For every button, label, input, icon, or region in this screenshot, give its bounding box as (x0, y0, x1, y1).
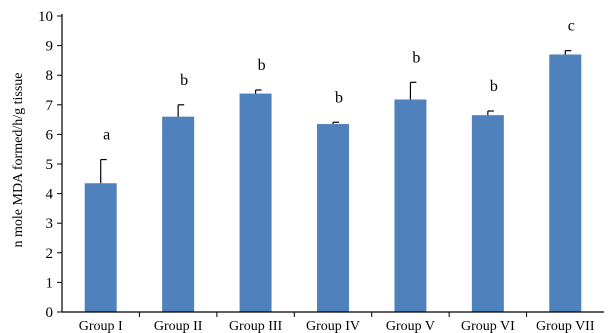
error-bar-3 (254, 89, 262, 94)
x-tick-labels-layer: Group I Group II Group III Group IV Group V G… (79, 319, 595, 333)
error-bars-layer (100, 50, 572, 184)
y-tick-label-0: 0 (46, 305, 54, 321)
error-bar-7 (564, 50, 572, 55)
error-bar-4 (332, 121, 339, 125)
y-tick-label-1: 1 (46, 275, 54, 291)
bar-5 (394, 99, 427, 312)
x-tick-label-2: Group II (154, 319, 203, 333)
bar-1 (84, 183, 117, 312)
x-tick-label-4: Group IV (306, 319, 360, 333)
x-tick-label-7: Group VII (536, 319, 595, 333)
error-bar-1 (100, 158, 107, 184)
bar-4 (317, 124, 349, 312)
y-tick-label-10: 10 (38, 9, 53, 25)
error-bar-6 (487, 110, 494, 116)
significance-labels-layer: a b b b b b c (103, 18, 575, 144)
bars-layer (84, 54, 582, 312)
significance-label-1: a (103, 127, 110, 144)
y-tick-label-2: 2 (46, 246, 54, 262)
error-bar-5 (409, 81, 417, 100)
significance-label-3: b (258, 57, 266, 74)
axes-layer (57, 14, 604, 317)
y-tick-label-3: 3 (46, 216, 54, 232)
x-tick-label-5: Group V (386, 319, 435, 333)
y-tick-label-8: 8 (46, 68, 54, 84)
x-tick-label-3: Group III (229, 319, 283, 333)
x-tick-label-6: Group VI (461, 319, 515, 333)
y-tick-labels-layer: 0 1 2 3 4 5 6 7 8 9 10 (38, 9, 54, 321)
bar-6 (471, 115, 504, 312)
significance-label-6: b (490, 78, 498, 95)
y-tick-label-4: 4 (46, 187, 54, 203)
y-tick-label-9: 9 (46, 39, 54, 55)
y-axis-title: n mole MDA formed/h/g tissue (11, 73, 26, 248)
bar-7 (549, 54, 582, 312)
significance-label-4: b (335, 89, 343, 106)
error-bar-2 (177, 104, 185, 117)
significance-label-2: b (180, 72, 188, 89)
bar-2 (162, 116, 195, 312)
bar-3 (239, 93, 272, 312)
x-tick-label-1: Group I (79, 319, 123, 333)
y-tick-label-6: 6 (46, 127, 54, 143)
y-tick-label-7: 7 (46, 98, 54, 114)
y-tick-label-5: 5 (46, 157, 54, 173)
significance-label-7: c (568, 18, 575, 35)
significance-label-5: b (412, 49, 420, 66)
